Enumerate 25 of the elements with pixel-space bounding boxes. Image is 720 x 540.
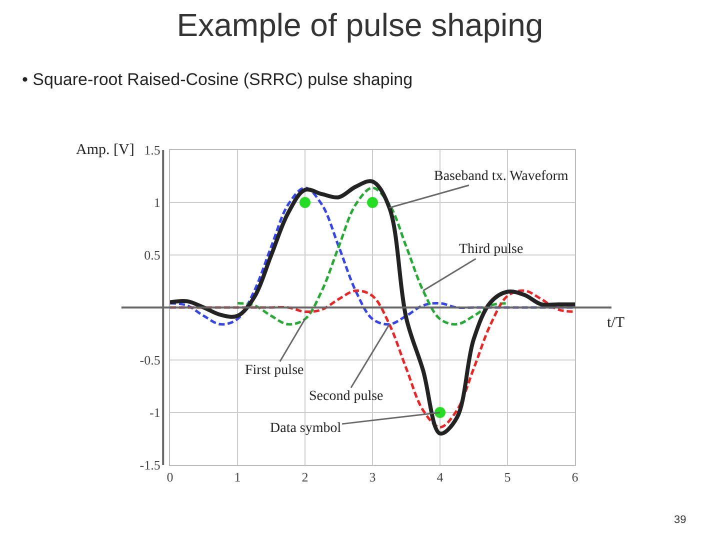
annotation: Baseband tx. Waveform bbox=[434, 169, 568, 184]
x-tick-label: 3 bbox=[369, 470, 376, 485]
annotation: First pulse bbox=[245, 363, 304, 378]
y-axis-title: Amp. [V] bbox=[76, 142, 134, 158]
x-tick-label: 4 bbox=[436, 470, 444, 485]
y-tick-label: 1 bbox=[154, 195, 160, 210]
x-tick-label: 0 bbox=[166, 470, 174, 485]
x-tick-label: 1 bbox=[234, 470, 241, 485]
annotation: Second pulse bbox=[309, 389, 384, 404]
x-tick-label: 5 bbox=[504, 470, 511, 485]
y-tick-label: 0.5 bbox=[144, 248, 160, 263]
chart-subtitle: • Square-root Raised-Cosine (SRRC) pulse shaping bbox=[22, 70, 413, 89]
line-series bbox=[170, 180, 575, 436]
y-tick-label: -1.5 bbox=[140, 458, 160, 473]
y-tick-label: -0.5 bbox=[140, 352, 160, 368]
x-tick-label: 2 bbox=[302, 470, 308, 485]
annotation: Data symbol bbox=[270, 421, 342, 436]
line-series bbox=[170, 186, 575, 326]
text: 39 bbox=[674, 514, 686, 526]
x-axis-title: t/T bbox=[607, 315, 624, 331]
annotation: Third pulse bbox=[459, 242, 524, 257]
chart-title: Example of pulse shaping bbox=[176, 6, 544, 43]
y-tick-label: 1.5 bbox=[144, 142, 160, 158]
x-tick-label: 6 bbox=[572, 470, 579, 485]
y-tick-label: -1 bbox=[150, 405, 160, 420]
